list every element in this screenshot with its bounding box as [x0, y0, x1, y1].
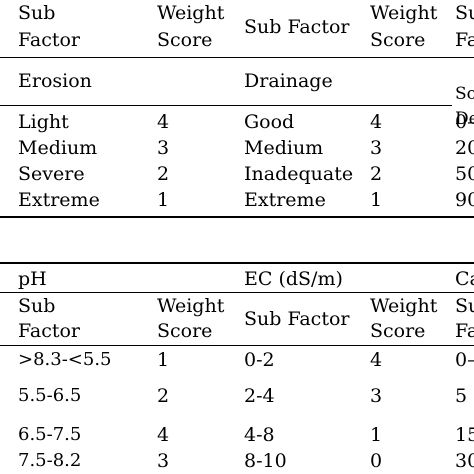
sub-factor-cell: 7.5-8.2 — [18, 450, 82, 471]
group-drainage: Drainage — [244, 70, 333, 92]
header-weight-score-line1: Weight — [157, 295, 225, 317]
sub-factor-cell: 2-4 — [244, 385, 275, 407]
weight-score-cell: 1 — [370, 189, 383, 211]
group-col5-line2: De — [455, 109, 474, 129]
weight-score-cell: 2 — [370, 163, 383, 185]
header-weight-score-2-line2: Score — [370, 320, 426, 342]
col5-cell: 50 — [455, 163, 474, 185]
col5-cell: 5 — [455, 385, 468, 407]
header-sub-factor-line1: Sub — [18, 295, 56, 317]
col5-cell: 30 — [455, 450, 474, 472]
weight-score-cell: 1 — [157, 189, 170, 211]
weight-score-cell: 4 — [157, 111, 170, 133]
weight-score-cell: 1 — [370, 424, 383, 446]
header-weight-score-2-line2: Score — [370, 29, 426, 51]
header-sub-factor-line2: Factor — [18, 320, 81, 342]
header-sub-factor-2: Sub Factor — [244, 16, 350, 38]
group-ph: pH — [18, 268, 47, 290]
table-rule — [0, 57, 474, 58]
weight-score-cell: 4 — [370, 349, 383, 371]
table-rule — [0, 105, 452, 106]
weight-score-cell: 3 — [157, 137, 170, 159]
sub-factor-cell: Inadequate — [244, 163, 354, 185]
group-erosion: Erosion — [18, 70, 92, 92]
header-sub-factor-line1: Sub — [18, 2, 56, 24]
weight-score-cell: 4 — [157, 424, 170, 446]
header-weight-score-2-line1: Weight — [370, 2, 438, 24]
sub-factor-cell: Light — [18, 111, 69, 133]
header-col5-line1: Su — [455, 2, 474, 24]
table-bottom-rule — [0, 216, 474, 218]
col5-cell: 0– — [455, 111, 474, 133]
sub-factor-cell: Medium — [18, 137, 98, 159]
col5-cell: 15 — [455, 424, 474, 446]
weight-score-cell: 2 — [157, 385, 170, 407]
sub-factor-cell: 6.5-7.5 — [18, 424, 82, 445]
sub-factor-cell: 0-2 — [244, 349, 275, 371]
table-rule — [0, 292, 474, 293]
group-col5: Ca — [455, 268, 474, 290]
sub-factor-cell: >8.3-<5.5 — [18, 349, 112, 370]
weight-score-cell: 3 — [370, 385, 383, 407]
col5-cell: 90 — [455, 189, 474, 211]
group-col5-line1: So — [455, 84, 474, 104]
sub-factor-cell: 8-10 — [244, 450, 287, 472]
header-weight-score-line2: Score — [157, 320, 213, 342]
group-ec: EC (dS/m) — [244, 268, 343, 290]
header-weight-score-line2: Score — [157, 29, 213, 51]
weight-score-cell: 0 — [370, 450, 383, 472]
sub-factor-cell: Extreme — [18, 189, 100, 211]
col5-cell: 0– — [455, 349, 474, 371]
header-sub-factor-2: Sub Factor — [244, 308, 350, 330]
weight-score-cell: 1 — [157, 349, 170, 371]
weight-score-cell: 3 — [370, 137, 383, 159]
header-sub-factor-line2: Factor — [18, 29, 81, 51]
table-top-rule — [0, 262, 474, 264]
weight-score-cell: 4 — [370, 111, 383, 133]
sub-factor-cell: Extreme — [244, 189, 326, 211]
header-col5-line2: Fa — [455, 29, 474, 51]
weight-score-cell: 3 — [157, 450, 170, 472]
table-rule — [0, 345, 474, 346]
header-col5-line2: Fa — [455, 320, 474, 342]
header-weight-score-2-line1: Weight — [370, 295, 438, 317]
header-weight-score-line1: Weight — [157, 2, 225, 24]
sub-factor-cell: Good — [244, 111, 295, 133]
sub-factor-cell: 4-8 — [244, 424, 275, 446]
header-col5-line1: Su — [455, 295, 474, 317]
sub-factor-cell: Medium — [244, 137, 324, 159]
sub-factor-cell: Severe — [18, 163, 85, 185]
col5-cell: 20 — [455, 137, 474, 159]
sub-factor-cell: 5.5-6.5 — [18, 385, 82, 406]
weight-score-cell: 2 — [157, 163, 170, 185]
